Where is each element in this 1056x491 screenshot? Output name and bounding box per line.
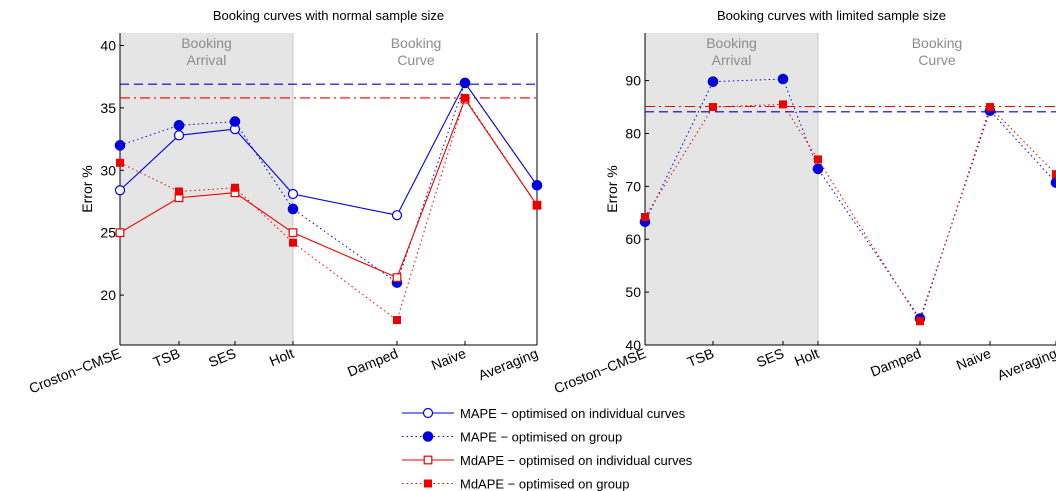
x-tick-label: TSB: [151, 345, 182, 370]
data-point: [986, 103, 994, 112]
x-tick-label: SES: [206, 345, 238, 370]
data-point: [173, 130, 185, 141]
legend-label: MdAPE − optimised on group: [460, 477, 629, 491]
x-tick-label: Holt: [792, 345, 821, 369]
y-tick-label: 90: [625, 73, 641, 89]
legend-marker: [424, 479, 432, 488]
data-point: [641, 213, 649, 222]
region-label: Arrival: [187, 52, 227, 68]
region-label: Curve: [918, 52, 956, 68]
legend-marker: [422, 407, 434, 419]
y-tick-label: 60: [625, 231, 641, 247]
data-point: [116, 158, 124, 167]
legend-label: MdAPE − optimised on individual curves: [460, 453, 693, 468]
region-label: Booking: [706, 35, 757, 51]
region-label: Booking: [912, 35, 963, 51]
data-point: [287, 188, 299, 200]
data-point: [777, 73, 789, 85]
data-point: [461, 93, 469, 102]
data-point: [533, 201, 541, 210]
x-tick-label: Averaging: [476, 345, 540, 383]
data-point: [1050, 177, 1056, 188]
y-tick-label: 25: [100, 225, 116, 241]
data-point: [289, 238, 297, 247]
legend-label: MAPE − optimised on individual curves: [460, 406, 686, 421]
legend: MAPE − optimised on individual curves MAP…: [370, 397, 725, 491]
data-point: [175, 187, 183, 196]
data-point: [391, 210, 403, 221]
x-tick-label: Averaging: [995, 345, 1056, 383]
data-point: [287, 203, 299, 215]
data-point: [812, 163, 824, 175]
region-label: Curve: [397, 52, 435, 68]
x-tick-label: Croston−CMSE: [27, 345, 124, 396]
y-tick-label: 40: [625, 337, 641, 353]
legend-label: MAPE − optimised on group: [460, 430, 622, 445]
chart-title: Booking curves with normal sample size: [213, 8, 444, 23]
data-point: [231, 183, 239, 192]
shaded-region: [645, 33, 818, 345]
shaded-region: [120, 33, 293, 345]
data-point: [531, 179, 543, 191]
y-tick-label: 35: [100, 100, 116, 116]
region-label: Arrival: [712, 52, 752, 68]
x-tick-label: Croston−CMSE: [552, 345, 649, 396]
data-point: [114, 140, 126, 151]
y-tick-label: 50: [625, 284, 641, 300]
y-axis-label: Error %: [604, 165, 620, 212]
data-point: [173, 120, 185, 131]
y-tick-label: 70: [625, 178, 641, 194]
data-point: [709, 103, 717, 112]
x-tick-label: Naive: [954, 345, 993, 373]
x-tick-label: Damped: [345, 345, 400, 380]
y-axis-label: Error %: [79, 165, 95, 212]
data-point: [459, 77, 471, 89]
data-point: [916, 317, 924, 326]
data-point: [114, 185, 126, 196]
chart-title: Booking curves with limited sample size: [717, 8, 946, 23]
x-tick-label: Naive: [429, 345, 468, 373]
y-tick-label: 30: [100, 162, 116, 178]
data-point: [115, 228, 125, 238]
x-tick-label: TSB: [685, 345, 716, 370]
y-tick-label: 80: [625, 125, 641, 141]
y-tick-label: 40: [100, 37, 116, 53]
region-label: Booking: [181, 35, 232, 51]
region-label: Booking: [391, 35, 442, 51]
legend-marker: [423, 455, 433, 465]
data-point: [779, 100, 787, 109]
x-tick-label: SES: [754, 345, 786, 370]
data-point: [1052, 170, 1056, 179]
x-tick-label: Holt: [267, 345, 296, 369]
data-point: [393, 316, 401, 325]
data-point: [814, 155, 822, 164]
data-point: [229, 116, 241, 127]
legend-marker: [422, 431, 434, 442]
data-point: [288, 228, 298, 238]
x-tick-label: Damped: [868, 345, 923, 380]
data-point: [392, 273, 402, 283]
y-tick-label: 20: [100, 287, 116, 303]
data-point: [707, 76, 719, 87]
